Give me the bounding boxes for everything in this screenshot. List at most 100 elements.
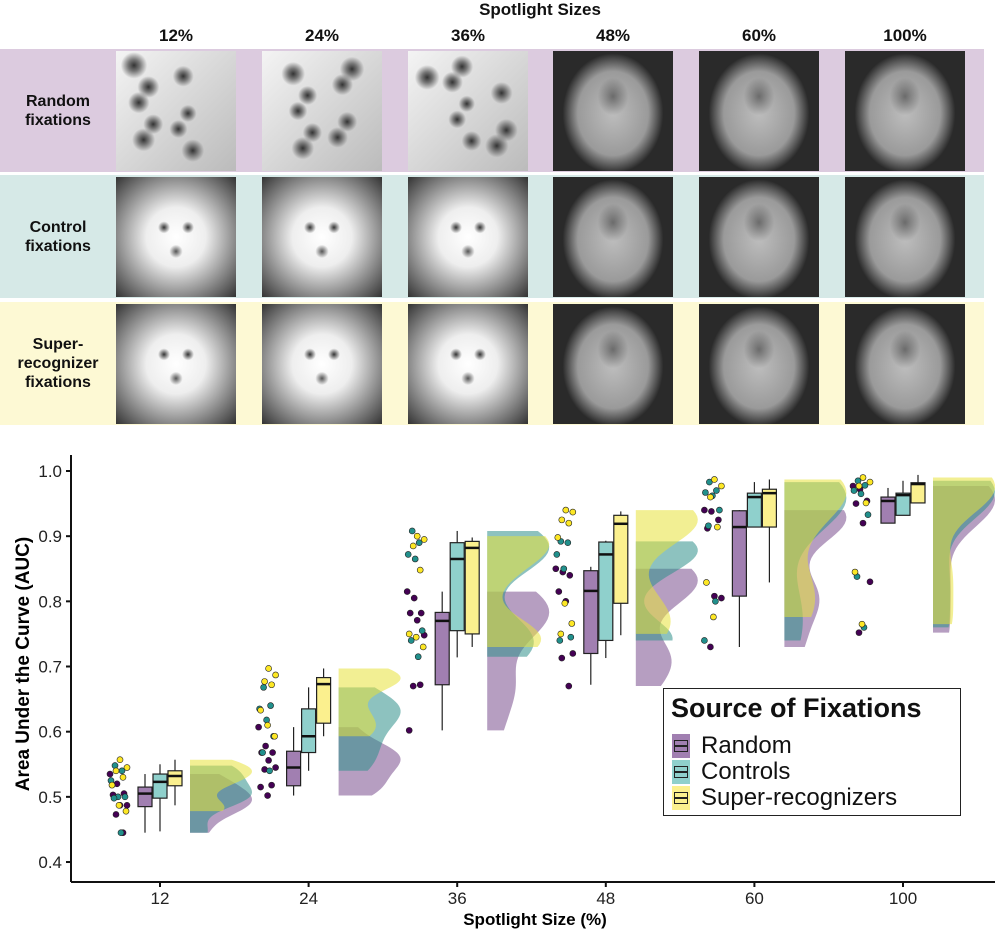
y-tick-label: 0.9	[38, 527, 62, 546]
data-point-controls	[702, 489, 709, 496]
legend-title: Source of Fixations	[671, 693, 922, 723]
data-point-super-recognizers	[568, 620, 576, 627]
data-point-random	[558, 654, 566, 662]
y-tick-label: 0.5	[38, 788, 62, 807]
data-point-random	[852, 500, 860, 507]
box-super-recognizers	[613, 514, 629, 604]
data-point-random	[866, 578, 874, 586]
y-tick-label: 0.7	[38, 658, 62, 677]
data-point-controls	[411, 555, 419, 563]
face-image	[262, 177, 382, 297]
box-super-recognizers	[761, 488, 778, 528]
y-tick-label: 0.4	[38, 853, 62, 872]
face-image	[408, 51, 528, 171]
box-controls	[598, 541, 614, 642]
data-point-controls	[404, 551, 412, 558]
figure-title: Spotlight Sizes	[479, 0, 601, 19]
box-controls	[152, 773, 168, 799]
x-axis-title: Spotlight Size (%)	[463, 910, 607, 929]
legend-swatch-controls	[672, 760, 690, 784]
face-image	[116, 304, 236, 424]
face-image	[116, 51, 236, 171]
violin-super-recognizers	[933, 477, 995, 625]
data-point-super-recognizers	[412, 633, 420, 641]
data-point-random	[255, 723, 262, 731]
data-point-super-recognizers	[268, 681, 275, 689]
data-point-random	[106, 770, 114, 778]
data-point-super-recognizers	[257, 706, 264, 714]
data-point-random	[257, 783, 264, 791]
row-label: Control fixations	[25, 218, 91, 255]
data-point-random	[707, 643, 714, 651]
data-point-random	[403, 588, 411, 595]
row-label: Super-recognizer fixations	[17, 336, 99, 391]
data-point-random	[859, 519, 867, 527]
data-point-super-recognizers	[264, 721, 271, 729]
y-tick-label: 1.0	[38, 462, 62, 481]
face-image	[553, 304, 673, 424]
box-random	[137, 786, 153, 808]
data-point-super-recognizers	[855, 482, 863, 490]
face-image	[699, 51, 819, 171]
data-point-super-recognizers	[420, 536, 428, 543]
box-random	[731, 510, 748, 597]
data-point-super-recognizers	[862, 499, 870, 507]
data-point-super-recognizers	[119, 773, 127, 781]
face-image	[699, 304, 819, 424]
x-tick-label: 36	[448, 889, 467, 908]
data-point-super-recognizers	[116, 756, 124, 764]
data-point-super-recognizers	[565, 519, 573, 527]
violin-super-recognizers	[338, 668, 401, 737]
legend-item-random: Random	[672, 732, 792, 759]
data-point-super-recognizers	[866, 478, 874, 486]
face-image	[699, 177, 819, 297]
face-image	[408, 304, 528, 424]
violin-super-recognizers	[190, 759, 252, 812]
data-point-super-recognizers	[416, 566, 424, 574]
data-point-super-recognizers	[419, 643, 427, 651]
row-band: Random fixations	[0, 49, 984, 172]
data-point-super-recognizers	[108, 781, 116, 789]
data-point-random	[112, 811, 120, 818]
data-point-controls	[260, 684, 267, 691]
x-tick-label: 48	[596, 889, 615, 908]
data-point-super-recognizers	[569, 508, 577, 516]
data-point-random	[405, 727, 413, 734]
data-point-controls	[556, 637, 564, 644]
data-point-random	[269, 749, 276, 756]
data-point-controls	[713, 487, 720, 494]
data-point-random	[265, 757, 272, 764]
data-point-super-recognizers	[851, 568, 859, 576]
data-point-controls	[705, 522, 712, 530]
data-point-super-recognizers	[718, 482, 725, 490]
column-label: 48%	[595, 26, 631, 45]
data-point-random	[417, 609, 425, 617]
legend-swatch-super	[672, 786, 690, 810]
data-point-super-recognizers	[710, 613, 717, 621]
data-point-controls	[259, 749, 266, 756]
data-point-super-recognizers	[261, 678, 268, 685]
data-point-controls	[110, 794, 118, 802]
y-axis-title: Area Under the Curve (AUC)	[13, 537, 34, 791]
data-point-controls	[553, 551, 561, 558]
legend-item-controls: Controls	[672, 758, 791, 785]
column-label: 100%	[883, 26, 927, 45]
data-point-super-recognizers	[271, 732, 278, 740]
data-point-controls	[712, 598, 719, 605]
box-random	[434, 611, 450, 686]
data-point-controls	[418, 627, 426, 634]
data-point-controls	[415, 539, 423, 546]
x-tick-label: 60	[745, 889, 764, 908]
face-image	[845, 177, 965, 297]
data-point-controls	[267, 702, 274, 709]
data-point-controls	[857, 490, 865, 498]
column-label: 24%	[304, 26, 340, 45]
y-tick-label: 0.8	[38, 592, 62, 611]
row-band: Super-recognizer fixations	[0, 302, 984, 425]
data-point-controls	[567, 633, 575, 641]
box-controls	[301, 708, 317, 754]
data-point-super-recognizers	[272, 671, 279, 679]
legend-label: Controls	[701, 758, 791, 785]
box-random	[880, 496, 896, 524]
